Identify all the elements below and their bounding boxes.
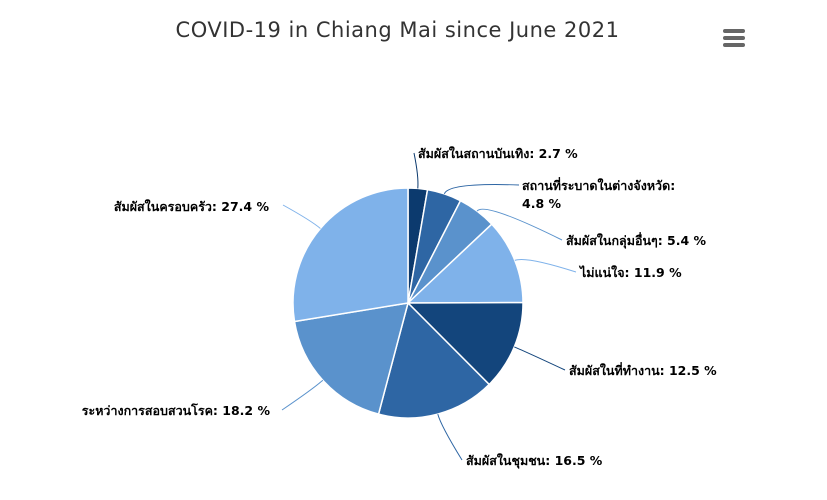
pie-slice-community[interactable] — [377, 301, 491, 419]
slice-label-community: สัมผัสในชุมชน: 16.5 % — [466, 453, 603, 469]
pie-slice-investigation[interactable] — [293, 302, 410, 416]
connector-other-groups — [476, 208, 563, 241]
hamburger-menu-icon[interactable] — [721, 27, 747, 49]
connector-entertainment — [413, 152, 419, 189]
slice-label-other-province-line2: 4.8 % — [522, 196, 561, 211]
pie-slice-family[interactable] — [292, 187, 409, 323]
slice-label-unsure: ไม่แน่ใจ: 11.9 % — [578, 265, 682, 280]
slice-label-workplace: สัมผัสในที่ทำงาน: 12.5 % — [569, 362, 717, 378]
slice-label-investigation: ระหว่างการสอบสวนโรค: 18.2 % — [82, 403, 271, 418]
slice-label-entertainment: สัมผัสในสถานบันเทิง: 2.7 % — [418, 146, 578, 161]
connector-community — [437, 413, 463, 461]
connector-investigation — [281, 379, 324, 411]
connector-other-province — [443, 184, 520, 195]
slice-label-family: สัมผัสในครอบครัว: 27.4 % — [114, 199, 270, 214]
connector-unsure — [514, 258, 577, 273]
slice-label-other-province-line1: สถานที่ระบาดในต่างจังหวัด: — [522, 177, 675, 193]
pie-slice-workplace[interactable] — [406, 301, 524, 386]
connector-family — [282, 204, 321, 229]
connector-workplace — [514, 346, 566, 371]
slice-label-other-groups: สัมผัสในกลุ่มอื่นๆ: 5.4 % — [566, 232, 707, 249]
chart-title: COVID-19 in Chiang Mai since June 2021 — [175, 18, 620, 42]
